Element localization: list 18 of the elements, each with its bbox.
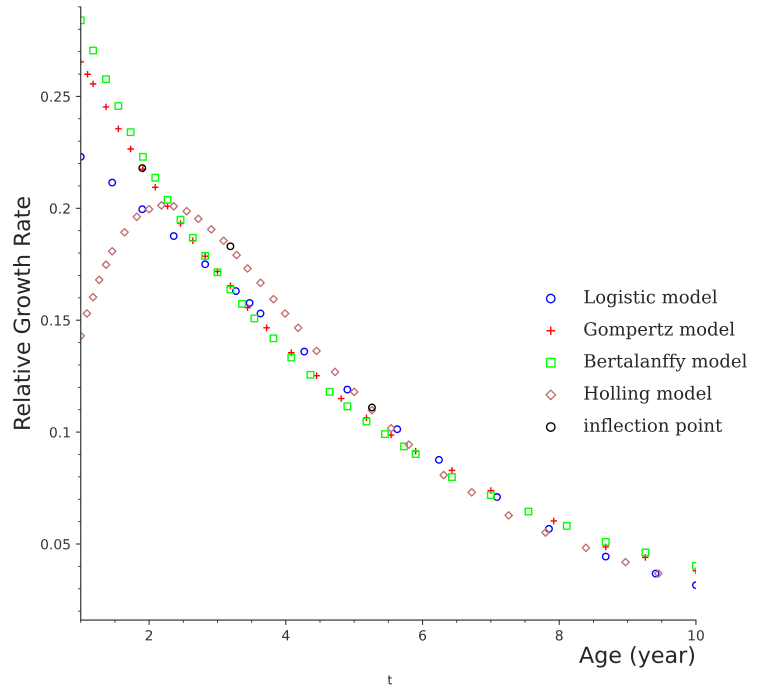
x-tick-label: 2 <box>146 630 152 640</box>
x-tick-label: 10 <box>688 630 704 641</box>
x-axis-title: Age (year) <box>579 646 694 668</box>
y-tick-label: 0.2 <box>50 203 70 214</box>
x-tick-label: 8 <box>556 630 563 641</box>
x-tick-label: 4 <box>282 630 290 640</box>
y-tick-label: 0.25 <box>41 91 70 102</box>
legend-label: inflection point <box>584 418 722 436</box>
text: t <box>388 676 392 684</box>
x-tick-label: 6 <box>419 630 426 641</box>
y-axis-title: Relative Growth Rate <box>13 197 30 429</box>
y-tick-label: 0.05 <box>41 538 70 550</box>
legend-label: Bertalanffy model <box>584 354 747 372</box>
y-tick-label: 0.15 <box>41 315 70 326</box>
legend-label: Holling model <box>584 386 712 404</box>
legend-label: Gompertz model <box>584 322 735 340</box>
y-tick-label: 0.1 <box>50 427 70 438</box>
legend-label: Logistic model <box>584 290 718 308</box>
